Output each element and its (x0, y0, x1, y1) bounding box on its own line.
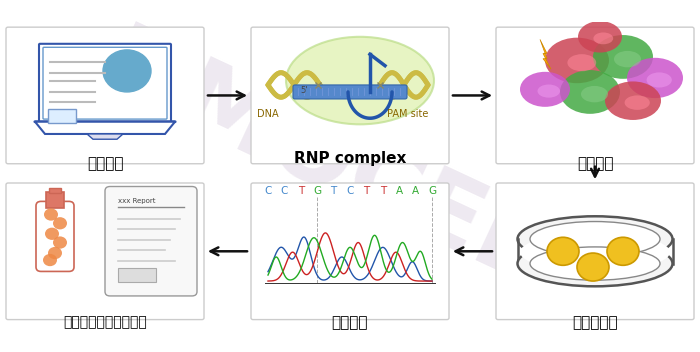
Ellipse shape (286, 37, 434, 124)
Ellipse shape (624, 95, 650, 110)
Circle shape (53, 237, 67, 249)
Ellipse shape (517, 216, 673, 262)
Text: 测序验证: 测序验证 (332, 315, 368, 330)
Ellipse shape (538, 84, 560, 98)
Circle shape (547, 237, 579, 265)
Ellipse shape (560, 70, 620, 114)
Text: G: G (428, 186, 436, 196)
FancyBboxPatch shape (6, 27, 204, 164)
FancyBboxPatch shape (496, 183, 694, 320)
Text: 质检冻存（提供报告）: 质检冻存（提供报告） (63, 315, 147, 329)
Ellipse shape (593, 35, 653, 79)
Ellipse shape (581, 86, 608, 102)
Circle shape (45, 228, 59, 240)
Text: 单克隆形成: 单克隆形成 (572, 315, 618, 330)
Ellipse shape (568, 54, 596, 71)
Text: 细胞转染: 细胞转染 (577, 156, 613, 171)
Ellipse shape (530, 221, 660, 257)
Text: T: T (363, 186, 370, 196)
Text: T: T (330, 186, 337, 196)
Text: C: C (281, 186, 288, 196)
FancyBboxPatch shape (251, 183, 449, 320)
Ellipse shape (545, 38, 609, 83)
Text: 设计方案: 设计方案 (87, 156, 123, 171)
FancyBboxPatch shape (39, 44, 171, 122)
Circle shape (44, 208, 58, 221)
Ellipse shape (647, 73, 672, 88)
Ellipse shape (614, 51, 641, 67)
Text: DNA: DNA (257, 109, 279, 119)
Circle shape (607, 237, 639, 265)
Text: T: T (298, 186, 304, 196)
Bar (118, 268, 156, 282)
Bar (49, 188, 61, 193)
Ellipse shape (530, 247, 660, 280)
Ellipse shape (520, 72, 570, 107)
Ellipse shape (578, 21, 622, 52)
FancyBboxPatch shape (43, 47, 167, 119)
Text: C: C (346, 186, 354, 196)
Bar (46, 192, 64, 208)
FancyBboxPatch shape (6, 183, 204, 320)
Ellipse shape (520, 233, 670, 271)
Text: G: G (313, 186, 321, 196)
Text: A: A (395, 186, 402, 196)
FancyBboxPatch shape (293, 85, 407, 99)
FancyBboxPatch shape (48, 109, 76, 124)
Polygon shape (35, 122, 175, 134)
Ellipse shape (605, 81, 661, 120)
Circle shape (43, 254, 57, 266)
Text: T: T (379, 186, 386, 196)
Text: 5': 5' (300, 86, 307, 95)
FancyBboxPatch shape (105, 187, 197, 296)
FancyBboxPatch shape (36, 201, 74, 271)
Circle shape (103, 50, 151, 92)
Polygon shape (540, 39, 551, 69)
Circle shape (53, 217, 67, 230)
Ellipse shape (594, 32, 613, 44)
Text: RNP complex: RNP complex (294, 151, 406, 166)
Polygon shape (87, 134, 123, 139)
Ellipse shape (517, 241, 673, 286)
Text: NMOCELL: NMOCELL (86, 19, 614, 333)
Text: xxx Report: xxx Report (118, 198, 155, 204)
Text: A: A (412, 186, 419, 196)
FancyBboxPatch shape (251, 27, 449, 164)
Text: PAM site: PAM site (387, 109, 428, 119)
Circle shape (48, 247, 62, 259)
Text: C: C (265, 186, 272, 196)
FancyBboxPatch shape (496, 27, 694, 164)
Circle shape (577, 253, 609, 281)
Ellipse shape (627, 58, 683, 98)
